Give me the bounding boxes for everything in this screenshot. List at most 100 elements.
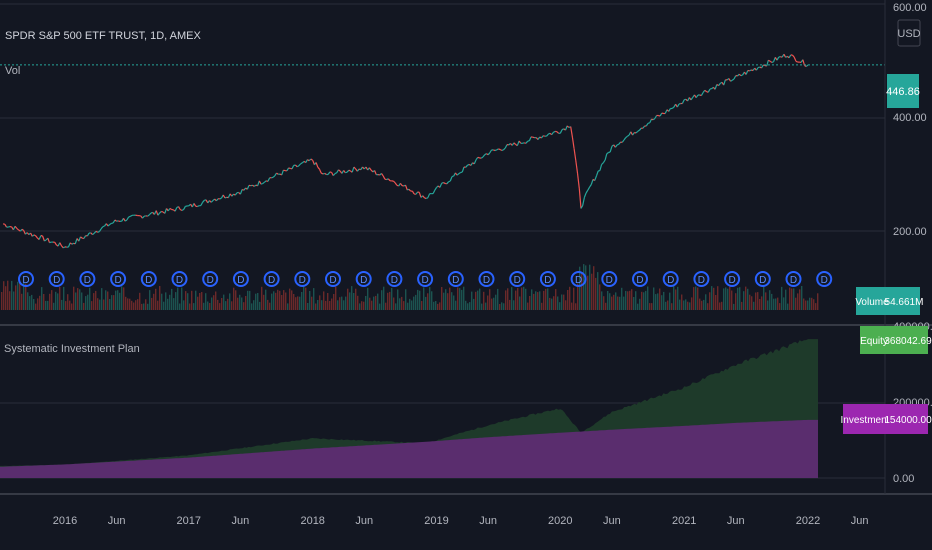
vol-label[interactable]: Vol — [5, 65, 20, 77]
price-segment — [93, 230, 97, 234]
volume-bar — [307, 303, 309, 310]
price-segment — [482, 154, 486, 158]
dividend-marker[interactable]: D — [785, 271, 802, 287]
price-segment — [606, 152, 609, 155]
dividend-marker[interactable]: D — [325, 271, 341, 287]
volume-bar — [401, 296, 403, 310]
dividend-ring — [110, 271, 127, 287]
price-segment — [253, 184, 257, 187]
price-segment — [609, 146, 613, 153]
volume-bar — [751, 296, 753, 310]
dividend-marker[interactable]: D — [171, 271, 188, 287]
volume-bar — [289, 288, 291, 310]
price-segment — [418, 192, 422, 198]
price-segment — [731, 78, 735, 81]
dividend-marker[interactable]: D — [48, 271, 65, 287]
price-segment — [769, 60, 773, 63]
price-segment — [338, 169, 341, 172]
dividend-letter: D — [544, 275, 551, 286]
volume-bar — [755, 292, 757, 310]
volume-bar — [29, 296, 31, 310]
volume-bar — [643, 292, 645, 310]
price-segment — [329, 171, 332, 173]
price-segment — [441, 182, 444, 184]
dividend-marker[interactable]: D — [509, 271, 526, 287]
dividend-marker[interactable]: D — [816, 271, 833, 287]
dividend-marker[interactable]: D — [232, 271, 249, 287]
price-segment — [608, 151, 611, 154]
volume-bar — [369, 297, 371, 310]
dividend-marker[interactable]: D — [294, 271, 311, 287]
dividend-marker[interactable]: D — [110, 271, 127, 287]
dividend-ring — [632, 271, 648, 287]
volume-bar — [799, 289, 801, 310]
price-segment — [86, 232, 90, 237]
dividend-marker[interactable]: D — [447, 271, 464, 287]
dividend-marker[interactable]: D — [724, 271, 741, 287]
dividend-marker[interactable]: D — [601, 271, 618, 287]
time-label: 2020 — [548, 515, 572, 527]
dividend-marker[interactable]: D — [202, 271, 219, 287]
volume-bar — [419, 290, 421, 310]
price-segment — [21, 228, 25, 231]
volume-bar — [697, 287, 699, 310]
volume-bar — [633, 297, 635, 310]
volume-bar — [387, 292, 389, 310]
dividend-marker[interactable]: D — [754, 271, 771, 287]
price-segment — [751, 69, 754, 72]
volume-bar — [373, 296, 375, 310]
volume-bar — [137, 299, 139, 310]
dividend-marker[interactable]: D — [539, 271, 556, 287]
dividend-marker[interactable]: D — [662, 271, 679, 287]
price-segment — [707, 88, 711, 93]
price-segment — [4, 223, 8, 228]
price-segment — [23, 230, 26, 235]
dividend-marker[interactable]: D — [478, 271, 495, 287]
volume-bar — [215, 291, 217, 310]
price-segment — [14, 225, 18, 229]
sip-title[interactable]: Systematic Investment Plan — [4, 343, 140, 355]
volume-bar — [357, 295, 359, 310]
dividend-marker[interactable]: D — [570, 271, 587, 287]
volume-bar — [309, 291, 311, 310]
dividend-marker[interactable]: D — [79, 271, 96, 287]
price-segment — [183, 206, 186, 210]
dividend-marker[interactable]: D — [417, 271, 434, 287]
price-segment — [659, 112, 663, 117]
dividend-marker[interactable]: D — [18, 271, 34, 287]
dividend-marker[interactable]: D — [355, 271, 372, 287]
volume-bar — [319, 295, 321, 310]
price-segment — [585, 189, 589, 194]
volume-bar — [745, 286, 747, 310]
volume-bar — [301, 292, 303, 310]
price-segment — [147, 214, 150, 217]
volume-bar — [363, 301, 365, 310]
volume-bar — [513, 300, 515, 310]
volume-bar — [793, 288, 795, 310]
price-segment — [427, 193, 431, 198]
dividend-marker[interactable]: D — [140, 271, 157, 287]
volume-bar — [327, 293, 329, 310]
volume-bar — [807, 300, 809, 310]
time-axis[interactable]: 2016 Jun 2017 Jun 2018 Jun 2019 Jun 2020 Jun 2021 J… — [53, 515, 869, 527]
volume-bar — [665, 301, 667, 310]
dividend-marker[interactable]: D — [693, 271, 710, 287]
volume-bar — [239, 294, 241, 310]
dividend-marker[interactable]: D — [386, 271, 403, 287]
volume-bar — [579, 266, 581, 310]
volume-bar — [341, 296, 343, 310]
dividend-marker[interactable]: D — [632, 271, 648, 287]
dividend-letter: D — [667, 275, 674, 286]
volume-bar — [99, 299, 101, 310]
volume-bar — [529, 296, 531, 310]
price-axis[interactable]: 600.00 400.00 200.00 — [893, 2, 927, 238]
dividend-marker[interactable]: D — [263, 271, 280, 287]
volume-bar — [293, 294, 295, 310]
volume-bar — [511, 287, 513, 310]
currency-button[interactable]: USD — [897, 19, 921, 47]
dividend-letter: D — [22, 275, 29, 286]
price-segment — [788, 54, 792, 59]
